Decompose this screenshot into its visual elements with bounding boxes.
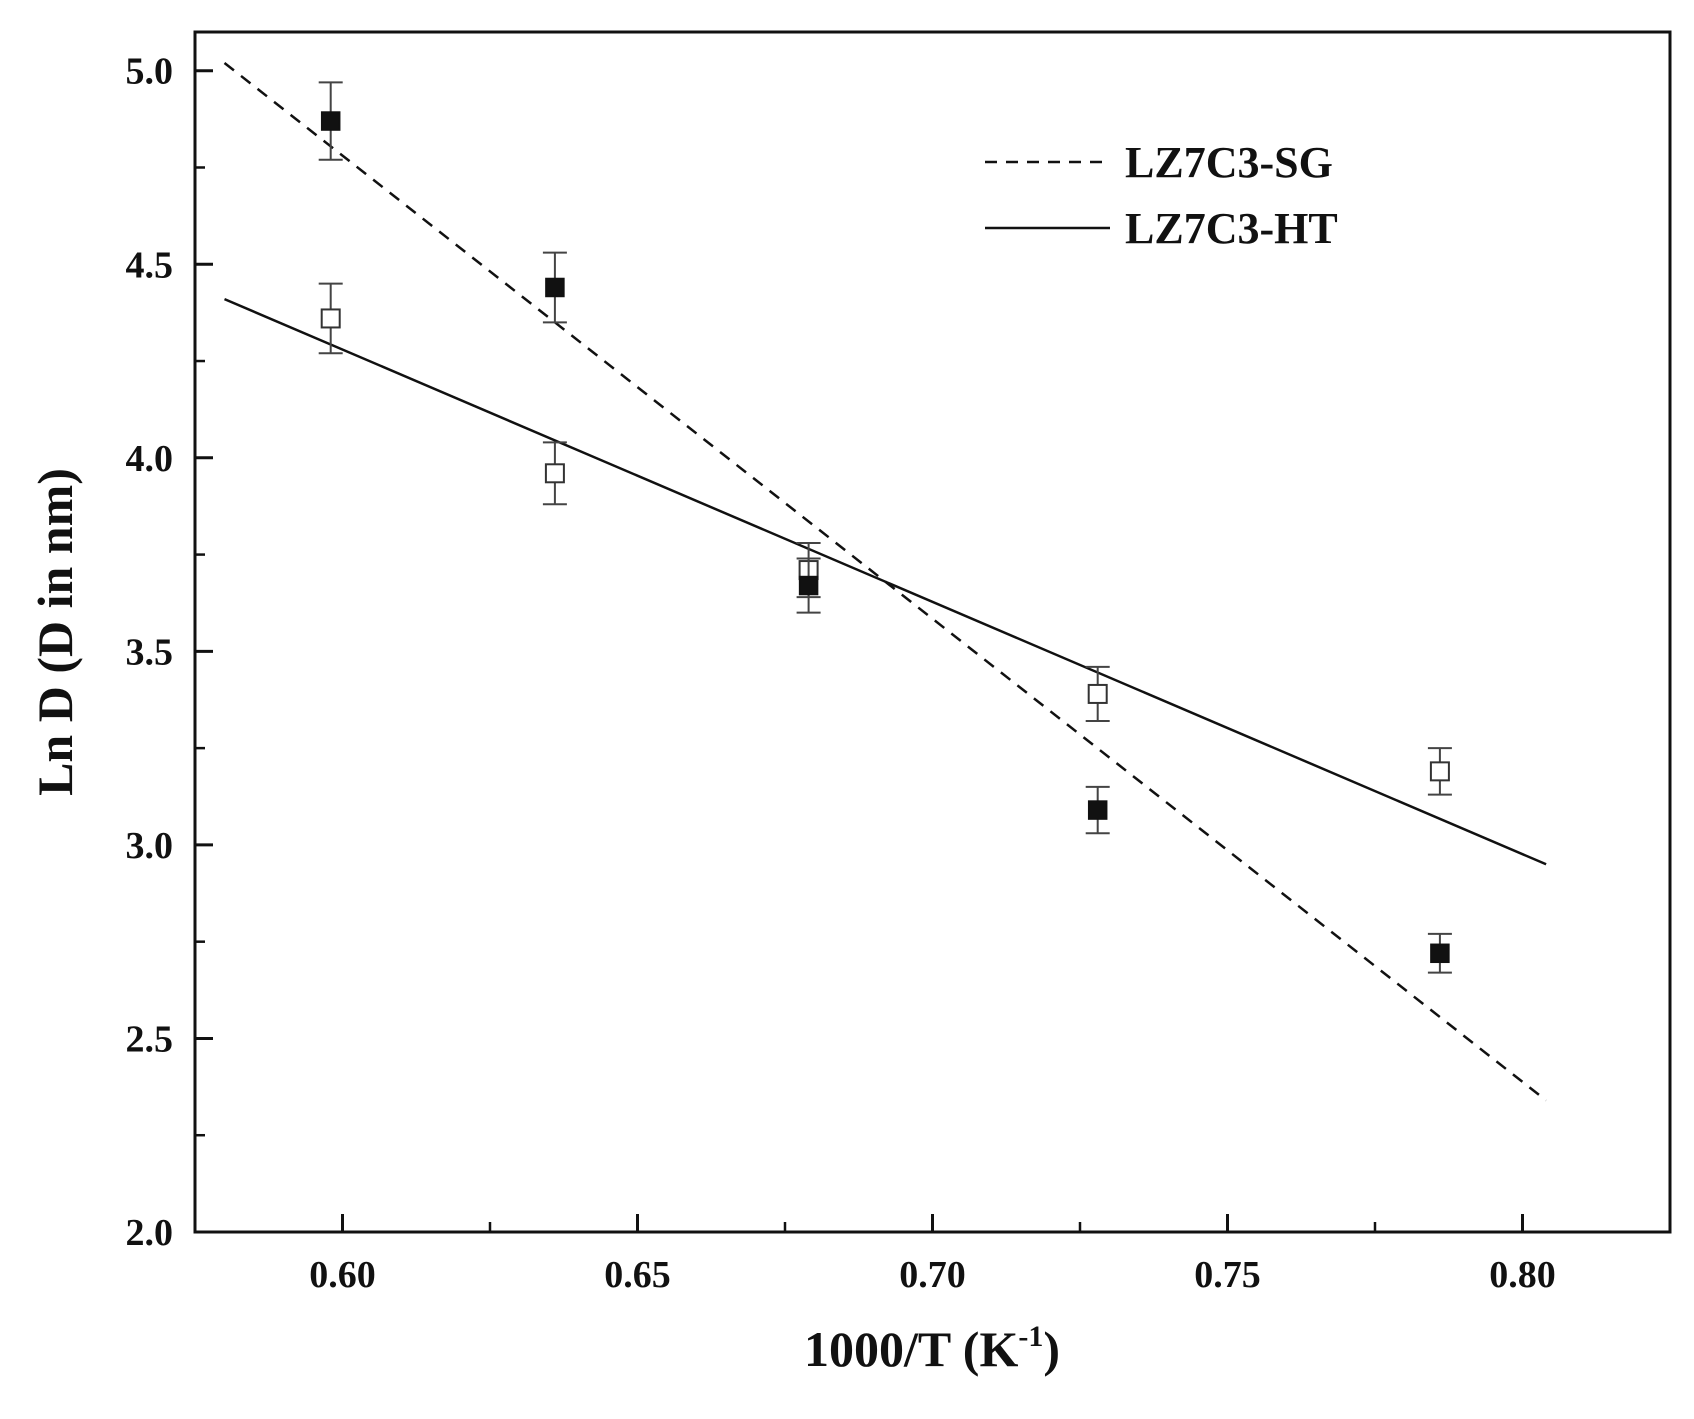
y-tick-label: 4.0 <box>126 438 174 480</box>
data-points <box>318 81 1452 974</box>
data-point <box>1427 932 1452 974</box>
data-point <box>1085 665 1110 723</box>
marker-filled-square <box>320 111 341 131</box>
x-tick-label: 0.65 <box>604 1254 671 1296</box>
data-point <box>1085 785 1110 835</box>
y-tick-label: 3.0 <box>126 825 174 867</box>
x-tick-label: 0.60 <box>309 1254 376 1296</box>
marker-open-square <box>1429 761 1450 782</box>
y-tick-label: 2.5 <box>126 1018 174 1060</box>
x-tick-label: 0.75 <box>1194 1254 1261 1296</box>
x-axis-title: 1000/T (K-1) <box>804 1320 1060 1377</box>
legend-label-sg: LZ7C3-SG <box>1125 138 1333 187</box>
y-tick-label: 3.5 <box>126 631 174 673</box>
data-point <box>1427 747 1452 796</box>
y-tick-label: 5.0 <box>126 51 174 93</box>
y-tick-label: 4.5 <box>126 244 174 286</box>
y-tick-label: 2.0 <box>126 1212 174 1254</box>
x-tick-label: 0.70 <box>899 1254 966 1296</box>
marker-filled-square <box>1430 943 1450 964</box>
data-point <box>542 441 567 506</box>
marker-open-square <box>320 308 341 329</box>
y-axis-title: Ln D (D in nm) <box>27 468 83 796</box>
data-point <box>796 557 821 614</box>
data-point <box>542 251 567 324</box>
marker-filled-square <box>1087 800 1108 820</box>
fit-lines <box>223 61 1547 1102</box>
x-tick-label: 0.80 <box>1489 1254 1556 1296</box>
marker-filled-square <box>798 575 819 596</box>
data-point <box>318 81 343 161</box>
marker-open-square <box>1087 683 1108 704</box>
x-axis-ticks: 0.60 0.65 0.70 0.75 0.80 <box>309 1214 1556 1296</box>
legend-label-ht: LZ7C3-HT <box>1125 204 1338 253</box>
marker-filled-square <box>545 277 565 298</box>
fit-line-lz7c3-ht <box>224 297 1547 866</box>
data-point <box>318 282 343 355</box>
legend: LZ7C3-SG LZ7C3-HT <box>985 138 1338 253</box>
marker-open-square <box>544 463 565 484</box>
y-axis-ticks: 2.0 2.5 3.0 3.5 4.0 4.5 5.0 <box>126 51 213 1254</box>
